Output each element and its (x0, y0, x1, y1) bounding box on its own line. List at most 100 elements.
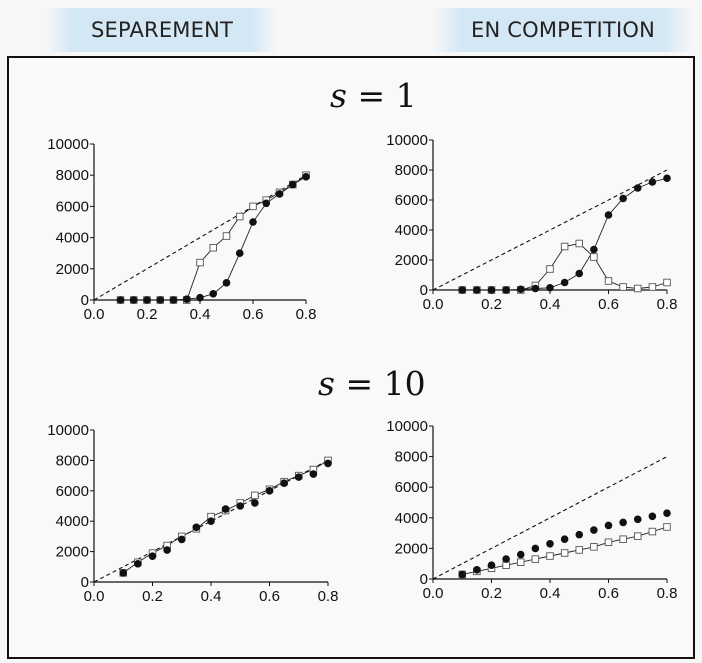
filled-circle-point (182, 295, 191, 304)
filled-circle-point (575, 530, 584, 539)
filled-circle-point (502, 555, 510, 563)
open-square-point (531, 555, 540, 563)
reference-dashed-line (93, 174, 307, 301)
open-square-point (575, 546, 584, 554)
x-tick-label: 0.4 (540, 585, 561, 602)
open-square-point (648, 283, 657, 291)
filled-circle-point (516, 285, 525, 294)
open-square-point (222, 232, 231, 240)
reference-dashed-line (432, 169, 668, 291)
y-tick-label: 2000 (56, 544, 89, 561)
open-square-point (251, 491, 259, 500)
open-square-point (249, 202, 257, 211)
open-square-point (619, 283, 627, 291)
x-tick-label: 0.8 (296, 306, 317, 323)
filled-circle-point (275, 190, 284, 198)
y-tick-label: 10000 (47, 136, 89, 153)
x-tick-label: 0.6 (598, 585, 619, 602)
y-tick-label: 10000 (386, 132, 428, 149)
filled-circle-point (143, 296, 151, 304)
filled-circle-point (487, 561, 496, 570)
y-tick-label: 0 (81, 574, 89, 591)
filled-circle-point (619, 194, 627, 203)
filled-circle-point (163, 546, 171, 554)
filled-circle-point (119, 569, 128, 577)
filled-circle-point (590, 245, 598, 254)
filled-circle-point (590, 526, 598, 534)
open-square-point (575, 239, 584, 248)
filled-circle-point (134, 559, 142, 568)
open-square-point (604, 538, 613, 547)
x-tick-label: 0.6 (598, 296, 619, 313)
open-square-point (590, 543, 598, 551)
x-tick-label: 0.8 (318, 588, 339, 605)
y-tick-label: 4000 (395, 510, 428, 527)
reference-dashed-line (432, 456, 668, 580)
y-tick-label: 0 (81, 292, 89, 309)
filled-circle-point (531, 284, 540, 293)
filled-circle-point (663, 509, 671, 518)
open-square-point (648, 527, 657, 536)
open-square-point (619, 535, 627, 543)
x-tick-label: 0.0 (84, 588, 105, 605)
filled-circle-point (560, 278, 569, 287)
equals-sign: = (357, 76, 386, 115)
filled-circle-point (324, 459, 332, 468)
en-competition-label: EN COMPETITION (471, 18, 655, 42)
open-square-point (634, 284, 642, 293)
open-square-point (502, 561, 510, 569)
x-tick-label: 0.6 (243, 306, 264, 323)
y-tick-label: 4000 (395, 222, 428, 239)
y-tick-label: 4000 (56, 230, 89, 247)
s-equals-10-label: s = 10 (318, 364, 426, 403)
filled-circle-point (177, 535, 186, 544)
filled-circle-point (633, 515, 642, 524)
filled-circle-point (249, 218, 257, 226)
open-square-point (590, 253, 598, 261)
y-tick-label: 6000 (395, 192, 428, 209)
filled-circle-point (458, 286, 467, 294)
filled-circle-point (458, 570, 467, 579)
x-tick-label: 0.2 (137, 306, 158, 323)
s-equals-1-label: s = 1 (330, 76, 417, 115)
s-variable: s (330, 76, 347, 115)
filled-circle-point (648, 178, 657, 186)
open-square-point (560, 242, 569, 251)
open-square-point (546, 265, 554, 273)
en-competition-header: EN COMPETITION (432, 8, 694, 52)
filled-circle-point (265, 487, 274, 495)
filled-circle-point (604, 211, 613, 219)
filled-circle-point (487, 286, 496, 294)
y-tick-label: 8000 (395, 162, 428, 179)
x-tick-label: 0.0 (423, 585, 444, 602)
filled-circle-point (280, 479, 288, 488)
filled-circle-point (546, 283, 554, 292)
open-square-point (196, 258, 204, 267)
filled-circle-point (192, 523, 201, 532)
x-tick-label: 0.0 (423, 296, 444, 313)
s-variable: s (318, 364, 335, 403)
open-square-point (634, 532, 642, 540)
filled-circle-point (148, 552, 157, 560)
x-tick-label: 0.6 (259, 588, 280, 605)
x-tick-label: 0.2 (481, 296, 502, 313)
open-square-point (235, 212, 244, 221)
open-square-point (209, 243, 217, 252)
filled-circle-point (531, 544, 540, 553)
y-tick-label: 2000 (395, 252, 428, 269)
filled-circle-point (196, 293, 204, 302)
open-square-point (663, 278, 671, 287)
x-tick-label: 0.4 (540, 296, 561, 313)
x-tick-label: 0.4 (190, 306, 211, 323)
filled-circle-point (156, 296, 165, 304)
filled-circle-point (648, 512, 657, 521)
y-tick-label: 0 (420, 571, 428, 588)
filled-circle-point (473, 566, 481, 574)
filled-circle-point (619, 518, 627, 527)
filled-circle-point (209, 289, 218, 298)
y-tick-label: 8000 (56, 452, 89, 469)
y-tick-label: 8000 (395, 449, 428, 466)
